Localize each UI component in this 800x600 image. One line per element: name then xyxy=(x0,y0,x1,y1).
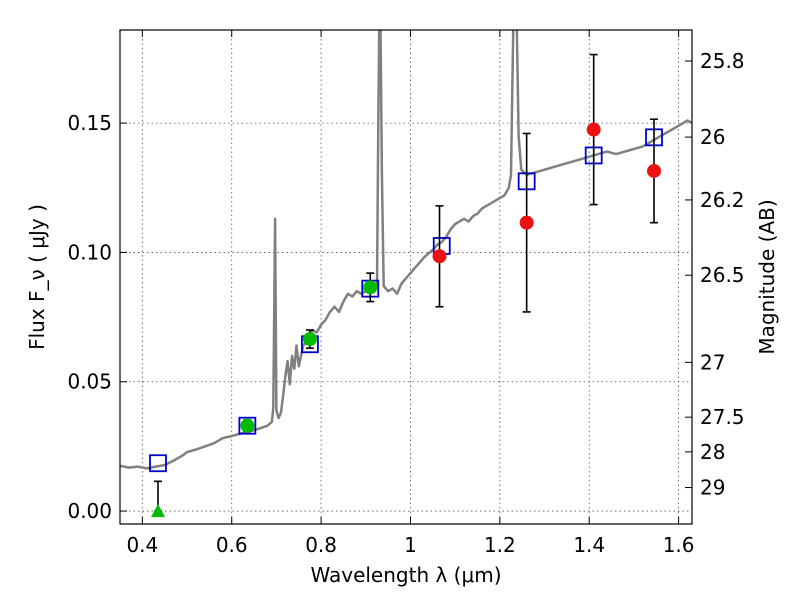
right-tick-label: 28 xyxy=(700,440,725,464)
right-tick-label: 26.2 xyxy=(700,188,745,212)
axes: 0.4 0.6 0.8 1 1.2 1.4 1.6 0.00 0.05 0.10 0.15 25.8 2… xyxy=(67,29,745,557)
right-tick-label: 25.8 xyxy=(700,49,745,73)
right-tick-label: 26.5 xyxy=(700,263,745,287)
x-tick-label: 0.8 xyxy=(305,533,337,557)
x-axis-label: Wavelength λ (μm) xyxy=(310,563,501,587)
right-tick-label: 27.5 xyxy=(700,405,745,429)
x-tick-label: 1.6 xyxy=(663,533,695,557)
nir-data-point xyxy=(647,163,662,178)
y-tick-label: 0.15 xyxy=(67,111,112,135)
right-tick-label: 27 xyxy=(700,350,725,374)
x-tick-label: 1 xyxy=(404,533,417,557)
nir-data-point xyxy=(519,215,534,230)
nir-data-point xyxy=(432,249,447,264)
optical-data-point xyxy=(240,418,255,433)
y-tick-label: 0.10 xyxy=(67,240,112,264)
right-tick-label: 26 xyxy=(700,125,725,149)
y-tick-label: 0.05 xyxy=(67,370,112,394)
plot-frame xyxy=(119,29,693,525)
model-square-marker xyxy=(149,454,167,473)
grid-lines xyxy=(120,30,692,524)
nir-data-point xyxy=(586,122,601,137)
x-tick-label: 0.4 xyxy=(126,533,158,557)
optical-data-point xyxy=(363,280,378,295)
template-spectrum-line xyxy=(120,30,692,470)
y-tick-label: 0.00 xyxy=(67,499,112,523)
y-axis-label: Flux F_ν ( μJy ) xyxy=(25,204,49,350)
data-series xyxy=(120,30,692,518)
optical-data-point xyxy=(302,332,317,347)
upper-limit-marker xyxy=(150,504,165,518)
right-tick-label: 29 xyxy=(700,476,725,500)
x-tick-label: 0.6 xyxy=(216,533,248,557)
x-tick-label: 1.4 xyxy=(573,533,605,557)
model-square-marker xyxy=(238,416,257,435)
x-tick-label: 1.2 xyxy=(484,533,516,557)
right-axis-label: Magnitude (AB) xyxy=(755,199,779,354)
